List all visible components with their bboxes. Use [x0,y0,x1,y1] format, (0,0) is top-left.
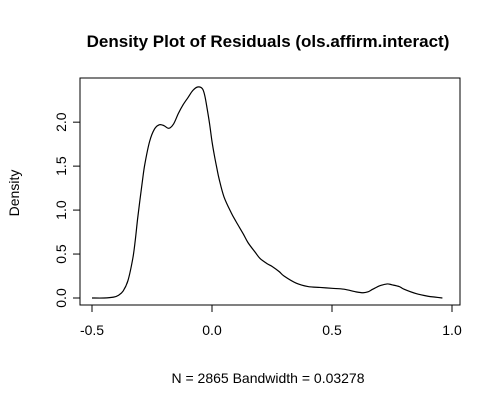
x-tick-label: -0.5 [80,322,104,338]
x-axis-label: N = 2865 Bandwidth = 0.03278 [171,370,364,386]
x-tick-label: 0.0 [202,322,222,338]
y-axis-label: Density [6,170,22,217]
y-tick-label: 0.5 [53,244,69,264]
y-tick-label: 2.0 [53,112,69,132]
y-tick-label: 1.5 [53,156,69,176]
x-tick-label: 1.0 [442,322,462,338]
x-axis: -0.5 0.0 0.5 1.0 [80,304,462,338]
y-tick-label: 0.0 [53,288,69,308]
chart-title: Density Plot of Residuals (ols.affirm.in… [87,32,450,51]
x-tick-label: 0.5 [322,322,342,338]
plot-frame [79,77,461,306]
density-curve [91,86,443,299]
y-axis: 0.0 0.5 1.0 1.5 2.0 [53,112,81,308]
y-tick-label: 1.0 [53,200,69,220]
